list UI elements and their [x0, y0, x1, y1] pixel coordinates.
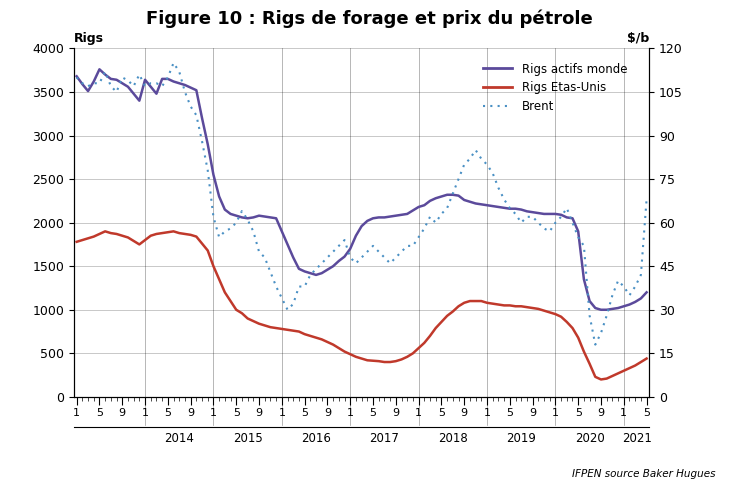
Line: Brent: Brent [77, 63, 646, 345]
Rigs Etas-Unis [118, 233, 127, 239]
Rigs Etas-Unis [642, 356, 651, 362]
Rigs actifs monde [596, 307, 605, 313]
Brent [169, 60, 178, 66]
Legend: Rigs actifs monde, Rigs Etas-Unis, Brent: Rigs actifs monde, Rigs Etas-Unis, Brent [478, 58, 632, 118]
Rigs actifs monde [420, 202, 429, 208]
Rigs actifs monde [642, 289, 651, 295]
Brent [642, 197, 651, 202]
Rigs actifs monde [477, 201, 486, 207]
Rigs actifs monde [118, 80, 127, 86]
Rigs Etas-Unis [477, 298, 486, 304]
Rigs actifs monde [72, 74, 81, 79]
Brent [72, 75, 81, 80]
Text: Figure 10 : Rigs de forage et prix du pétrole: Figure 10 : Rigs de forage et prix du pé… [145, 10, 593, 28]
Brent [477, 156, 486, 162]
Rigs Etas-Unis [596, 377, 605, 382]
Rigs Etas-Unis [100, 228, 109, 234]
Brent [221, 228, 230, 234]
Brent [591, 342, 600, 348]
Text: $/b: $/b [627, 32, 649, 45]
Rigs Etas-Unis [506, 302, 514, 308]
Text: Rigs: Rigs [74, 32, 104, 45]
Rigs Etas-Unis [420, 340, 429, 346]
Text: IFPEN source Baker Hugues: IFPEN source Baker Hugues [573, 469, 716, 479]
Brent [506, 205, 514, 211]
Brent [420, 226, 429, 231]
Rigs actifs monde [221, 207, 230, 212]
Line: Rigs actifs monde: Rigs actifs monde [77, 69, 646, 310]
Rigs Etas-Unis [340, 348, 349, 354]
Rigs actifs monde [506, 206, 514, 212]
Rigs Etas-Unis [221, 289, 230, 295]
Brent [340, 237, 349, 243]
Brent [112, 89, 121, 95]
Line: Rigs Etas-Unis: Rigs Etas-Unis [77, 231, 646, 379]
Rigs actifs monde [95, 66, 104, 72]
Rigs actifs monde [340, 254, 349, 259]
Rigs Etas-Unis [72, 239, 81, 245]
